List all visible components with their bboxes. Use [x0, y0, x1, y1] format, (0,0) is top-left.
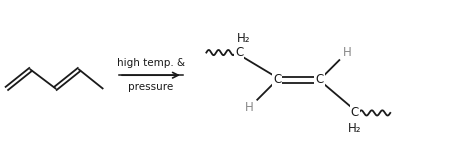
Text: H₂: H₂ — [237, 32, 251, 46]
Text: C: C — [273, 73, 281, 86]
Text: C: C — [235, 46, 244, 59]
Text: high temp. &: high temp. & — [117, 58, 185, 68]
Text: C: C — [315, 73, 324, 86]
Text: pressure: pressure — [128, 82, 173, 92]
Text: H: H — [246, 101, 254, 114]
Text: H: H — [343, 46, 351, 59]
Text: C: C — [351, 106, 359, 119]
Text: H₂: H₂ — [348, 122, 362, 135]
